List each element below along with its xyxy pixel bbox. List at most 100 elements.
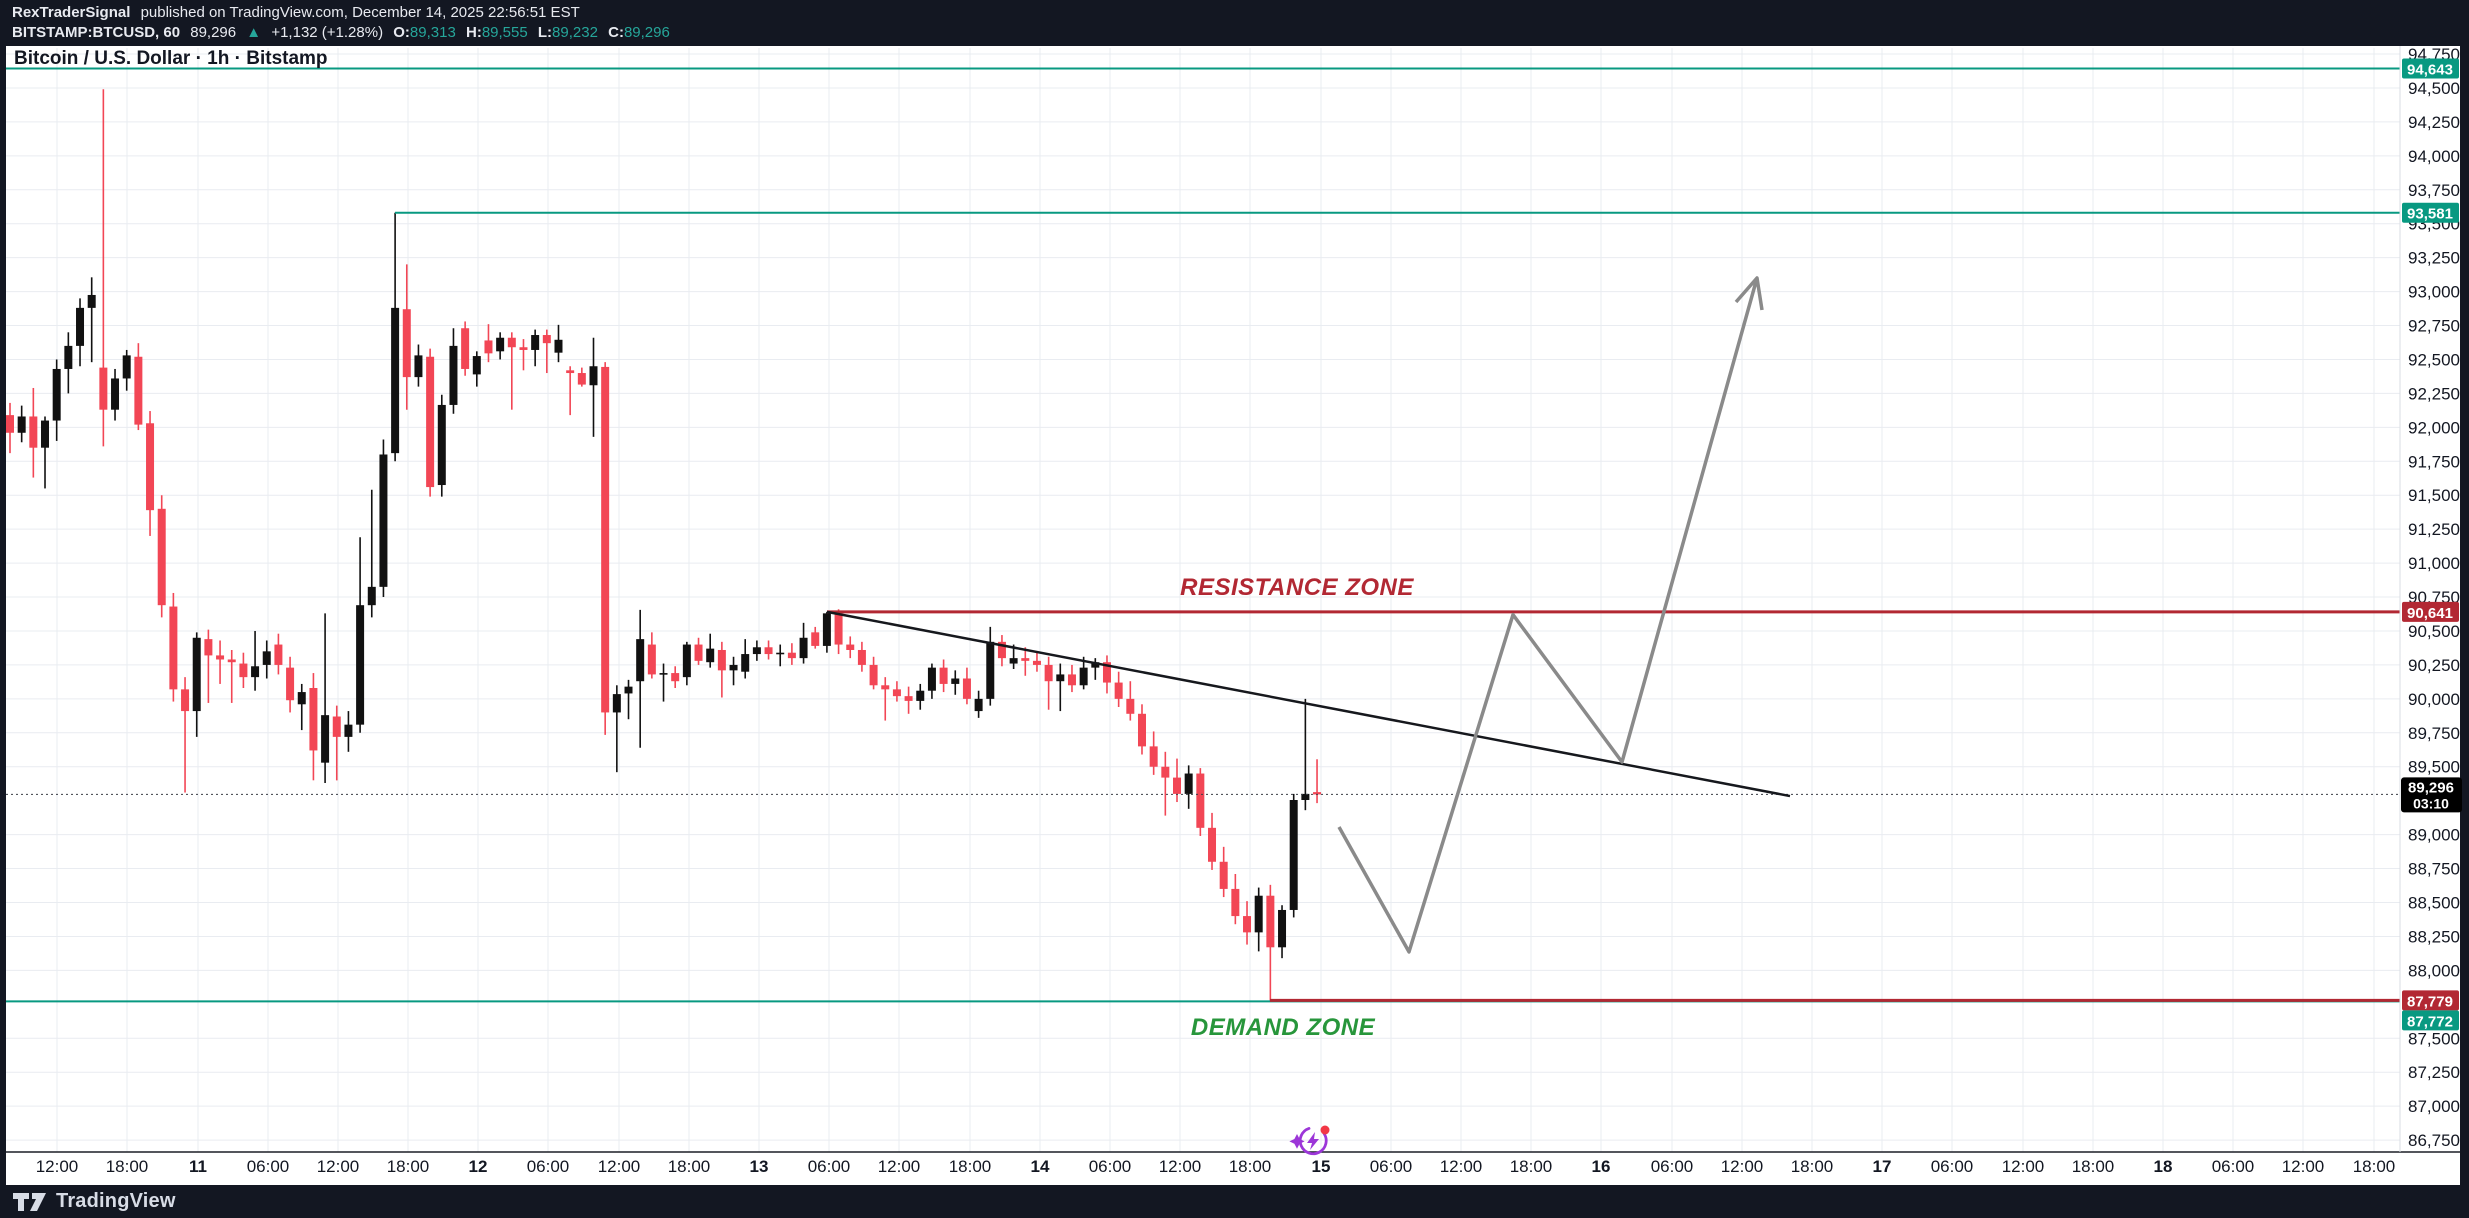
price-tick-label: 94,500 xyxy=(2408,79,2460,98)
symbol-name: BITSTAMP:BTCUSD, 60 xyxy=(12,24,181,41)
price-tick-label: 88,750 xyxy=(2408,860,2460,879)
time-tick-label: 06:00 xyxy=(1931,1157,1974,1176)
price-tick-label: 94,000 xyxy=(2408,147,2460,166)
time-tick-label: 17 xyxy=(1873,1157,1892,1176)
boost-icon[interactable] xyxy=(1289,1125,1330,1156)
time-tick-label: 18:00 xyxy=(2072,1157,2115,1176)
close-label: C: xyxy=(608,24,624,41)
last-price: 89,296 xyxy=(190,24,237,41)
resistance-zone-label: RESISTANCE ZONE xyxy=(1180,574,1414,601)
chart-legend-title[interactable]: Bitcoin / U.S. Dollar · 1h · Bitstamp xyxy=(14,48,328,69)
price-tick-label: 90,250 xyxy=(2408,656,2460,675)
notification-dot xyxy=(1320,1125,1330,1135)
time-tick-label: 16 xyxy=(1592,1157,1611,1176)
time-tick-label: 06:00 xyxy=(808,1157,851,1176)
price-tick-label: 91,000 xyxy=(2408,554,2460,573)
price-level-label: 90,641 xyxy=(2402,601,2459,622)
price-tick-label: 91,250 xyxy=(2408,520,2460,539)
time-tick-label: 12:00 xyxy=(317,1157,360,1176)
open-value: 89,313 xyxy=(409,24,456,41)
time-axis[interactable]: 12:00 18:00 11 06:00 12:00 18:00 12 06:00 12:00 1… xyxy=(36,1157,2396,1176)
time-tick-label: 12:00 xyxy=(1159,1157,1202,1176)
price-tick-label: 93,750 xyxy=(2408,181,2460,200)
price-tick-label: 87,250 xyxy=(2408,1063,2460,1082)
price-tick-label: 90,000 xyxy=(2408,690,2460,709)
time-tick-label: 12 xyxy=(469,1157,488,1176)
sparkle-icon xyxy=(1289,1134,1305,1149)
time-tick-label: 06:00 xyxy=(247,1157,290,1176)
low-label: L: xyxy=(537,24,553,41)
footer-bar: TradingView xyxy=(0,1185,2469,1218)
symbol-info-bar: BITSTAMP:BTCUSD, 60 89,296 ▲ +1,132 (+1.… xyxy=(12,23,2469,43)
price-axis[interactable]: 94,75094,50094,25094,00093,75093,50093,2… xyxy=(2401,45,2462,1150)
time-tick-label: 06:00 xyxy=(2212,1157,2255,1176)
lightning-icon xyxy=(1307,1132,1319,1150)
time-tick-label: 18:00 xyxy=(106,1157,149,1176)
time-tick-label: 11 xyxy=(189,1157,207,1176)
high-value: 89,555 xyxy=(481,24,528,41)
time-tick-label: 06:00 xyxy=(1651,1157,1694,1176)
high-label: H: xyxy=(465,24,482,41)
tradingview-logo-icon xyxy=(13,1192,46,1211)
price-tick-label: 86,750 xyxy=(2408,1131,2460,1150)
time-tick-label: 06:00 xyxy=(527,1157,570,1176)
price-tick-label: 91,500 xyxy=(2408,486,2460,505)
price-tick-label: 89,750 xyxy=(2408,724,2460,743)
header: RexTraderSignal published on TradingView… xyxy=(0,0,2469,46)
price-tick-label: 89,000 xyxy=(2408,826,2460,845)
publish-text: published on TradingView.com, December 1… xyxy=(140,4,580,21)
price-tick-label: 92,500 xyxy=(2408,350,2460,369)
price-tick-label: 87,500 xyxy=(2408,1029,2460,1048)
time-tick-label: 12:00 xyxy=(878,1157,921,1176)
time-tick-label: 14 xyxy=(1031,1157,1050,1176)
svg-text:87,772: 87,772 xyxy=(2407,1013,2453,1030)
time-tick-label: 18:00 xyxy=(1229,1157,1272,1176)
price-tick-label: 92,250 xyxy=(2408,384,2460,403)
time-tick-label: 18:00 xyxy=(949,1157,992,1176)
up-arrow-icon: ▲ xyxy=(246,24,262,41)
price-tick-label: 92,000 xyxy=(2408,418,2460,437)
author-name: RexTraderSignal xyxy=(12,4,131,21)
projection-zigzag-arrow xyxy=(1337,277,1759,954)
time-tick-label: 06:00 xyxy=(1089,1157,1132,1176)
price-level-label: 94,643 xyxy=(2402,58,2459,79)
time-tick-label: 15 xyxy=(1312,1157,1331,1176)
time-tick-label: 18 xyxy=(2154,1157,2173,1176)
time-tick-label: 13 xyxy=(750,1157,769,1176)
time-tick-label: 06:00 xyxy=(1370,1157,1413,1176)
low-value: 89,232 xyxy=(552,24,598,41)
time-tick-label: 12:00 xyxy=(36,1157,79,1176)
price-level-label: 87,779 xyxy=(2402,990,2459,1011)
time-tick-label: 12:00 xyxy=(1440,1157,1483,1176)
svg-text:90,641: 90,641 xyxy=(2407,605,2453,622)
price-tick-label: 87,000 xyxy=(2408,1097,2460,1116)
price-tick-label: 93,000 xyxy=(2408,283,2460,302)
price-tick-label: 89,500 xyxy=(2408,758,2460,777)
bar-countdown: 03:10 xyxy=(2413,795,2449,811)
time-tick-label: 18:00 xyxy=(1791,1157,1834,1176)
price-tick-label: 88,500 xyxy=(2408,894,2460,913)
candles xyxy=(6,89,1322,1002)
time-tick-label: 12:00 xyxy=(598,1157,641,1176)
price-level-label: 93,581 xyxy=(2402,202,2459,223)
time-tick-label: 18:00 xyxy=(2353,1157,2396,1176)
tradingview-logo-text: TradingView xyxy=(56,1190,176,1212)
svg-text:93,581: 93,581 xyxy=(2407,206,2453,223)
close-value: 89,296 xyxy=(623,24,670,41)
price-levels xyxy=(6,67,2400,1003)
chart-canvas xyxy=(6,46,2460,1185)
price-tick-label: 93,250 xyxy=(2408,249,2460,268)
price-level-label: 87,772 xyxy=(2402,1010,2459,1031)
price-tick-label: 88,000 xyxy=(2408,961,2460,980)
svg-text:94,643: 94,643 xyxy=(2407,62,2453,79)
svg-text:87,779: 87,779 xyxy=(2407,993,2453,1010)
price-tick-label: 90,500 xyxy=(2408,622,2460,641)
open-label: O: xyxy=(393,24,410,41)
tradingview-logo[interactable]: TradingView xyxy=(12,1190,176,1213)
svg-text:89,296: 89,296 xyxy=(2408,779,2454,796)
publish-info: RexTraderSignal published on TradingView… xyxy=(12,3,2469,23)
time-tick-label: 18:00 xyxy=(387,1157,430,1176)
